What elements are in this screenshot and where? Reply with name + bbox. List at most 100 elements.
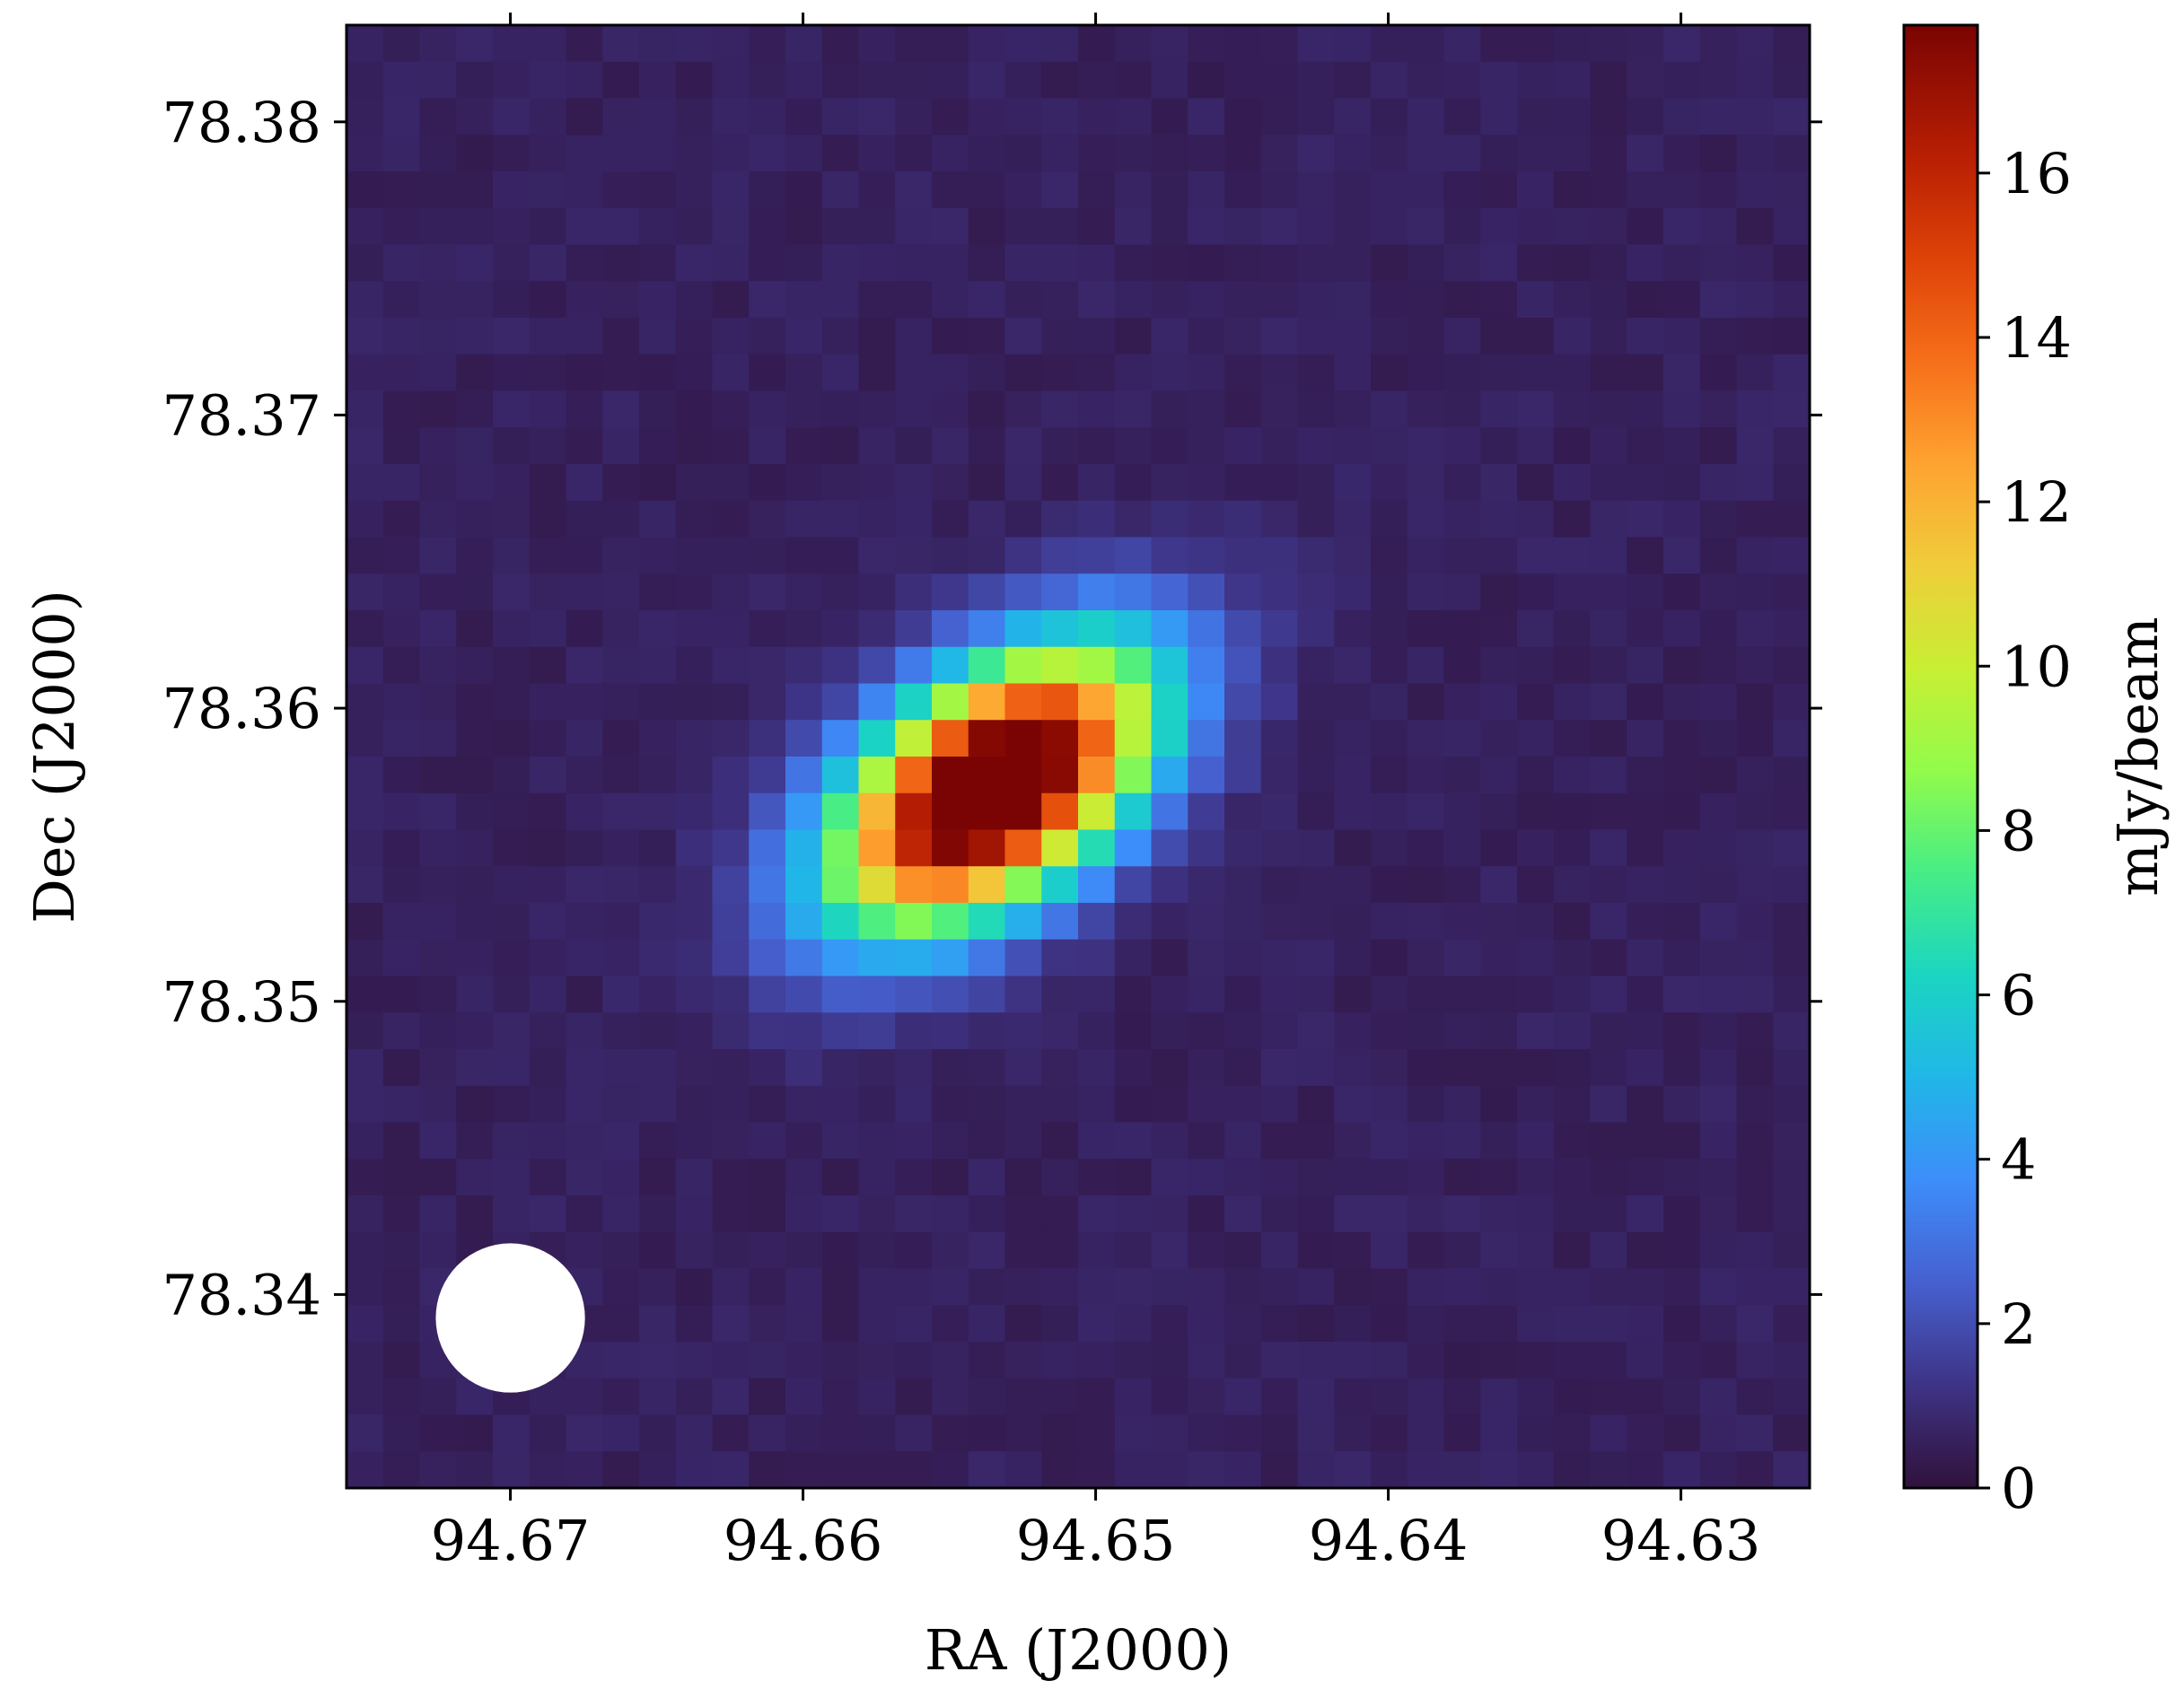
heatmap-pixel — [1114, 281, 1153, 319]
heatmap-pixel — [1297, 135, 1335, 172]
heatmap-pixel — [493, 1451, 531, 1488]
heatmap-pixel — [1224, 683, 1262, 721]
heatmap-pixel — [858, 866, 896, 904]
heatmap-pixel — [456, 1085, 494, 1124]
heatmap-pixel — [493, 720, 531, 757]
heatmap-pixel — [932, 1268, 969, 1306]
heatmap-pixel — [1371, 1268, 1408, 1306]
heatmap-pixel — [1224, 1378, 1262, 1416]
heatmap-pixel — [1407, 610, 1445, 648]
heatmap-pixel — [1773, 98, 1810, 136]
heatmap-pixel — [749, 1195, 786, 1233]
heatmap-pixel — [1480, 1342, 1518, 1379]
heatmap-pixel — [932, 207, 969, 246]
heatmap-pixel — [493, 1159, 531, 1196]
heatmap-pixel — [1371, 464, 1408, 502]
heatmap-pixel — [749, 1342, 786, 1379]
heatmap-pixel — [1334, 318, 1372, 355]
heatmap-pixel — [1114, 683, 1153, 721]
heatmap-pixel — [1334, 757, 1372, 794]
heatmap-pixel — [1188, 976, 1225, 1013]
heatmap-pixel — [712, 939, 750, 977]
heatmap-pixel — [1553, 1085, 1592, 1124]
heatmap-pixel — [895, 500, 933, 538]
heatmap-pixel — [1736, 1305, 1774, 1343]
beam-marker — [435, 1243, 585, 1393]
heatmap-pixel — [1443, 720, 1481, 757]
heatmap-pixel — [1443, 25, 1481, 63]
heatmap-pixel — [1041, 1268, 1079, 1306]
heatmap-pixel — [1590, 720, 1627, 757]
heatmap-pixel — [1297, 427, 1335, 465]
heatmap-pixel — [749, 610, 786, 648]
heatmap-pixel — [895, 829, 933, 867]
heatmap-pixel — [1041, 500, 1079, 538]
heatmap-pixel — [858, 281, 896, 319]
heatmap-pixel — [1041, 939, 1079, 977]
heatmap-pixel — [675, 207, 714, 246]
heatmap-pixel — [346, 720, 384, 757]
heatmap-pixel — [1407, 792, 1445, 831]
colorbar-tick-label: 2 — [2001, 1291, 2036, 1357]
heatmap-pixel — [1773, 354, 1810, 392]
heatmap-pixel — [1151, 1049, 1188, 1087]
colorbar-tick-label: 12 — [2001, 469, 2072, 535]
heatmap-pixel — [529, 61, 567, 100]
heatmap-pixel — [1773, 427, 1810, 465]
heatmap-pixel — [1736, 792, 1774, 831]
heatmap-pixel — [1663, 25, 1701, 63]
heatmap-pixel — [529, 1195, 567, 1233]
heatmap-pixel — [1041, 903, 1079, 941]
heatmap-pixel — [1151, 573, 1188, 611]
heatmap-pixel — [895, 1231, 933, 1270]
heatmap-pixel — [858, 683, 896, 721]
heatmap-pixel — [1517, 976, 1555, 1013]
heatmap-pixel — [529, 354, 567, 392]
heatmap-pixel — [1371, 354, 1408, 392]
heatmap-pixel — [493, 390, 531, 428]
heatmap-pixel — [821, 610, 860, 648]
heatmap-pixel — [1260, 1305, 1299, 1343]
heatmap-pixel — [1517, 1342, 1555, 1379]
heatmap-pixel — [1517, 646, 1555, 685]
heatmap-pixel — [346, 976, 384, 1013]
heatmap-pixel — [1627, 683, 1664, 721]
heatmap-pixel — [712, 976, 750, 1013]
heatmap-pixel — [1480, 976, 1518, 1013]
heatmap-pixel — [1663, 1342, 1701, 1379]
heatmap-pixel — [1297, 1378, 1335, 1416]
heatmap-pixel — [1773, 537, 1810, 574]
heatmap-pixel — [821, 939, 860, 977]
heatmap-pixel — [566, 757, 603, 794]
heatmap-pixel — [639, 61, 677, 100]
heatmap-pixel — [1443, 1451, 1481, 1488]
heatmap-pixel — [1297, 1012, 1335, 1050]
heatmap-pixel — [1114, 464, 1153, 502]
heatmap-pixel — [1699, 1085, 1738, 1124]
heatmap-pixel — [749, 683, 786, 721]
heatmap-pixel — [1260, 500, 1299, 538]
heatmap-pixel — [1443, 1012, 1481, 1050]
heatmap-pixel — [1078, 1159, 1116, 1196]
heatmap-pixel — [602, 1451, 640, 1488]
heatmap-pixel — [1480, 1378, 1518, 1416]
heatmap-pixel — [1663, 720, 1701, 757]
heatmap-pixel — [858, 1268, 896, 1306]
heatmap-pixel — [675, 354, 714, 392]
heatmap-pixel — [1736, 1451, 1774, 1488]
heatmap-pixel — [1407, 318, 1445, 355]
heatmap-pixel — [858, 573, 896, 611]
heatmap-pixel — [639, 939, 677, 977]
heatmap-pixel — [1407, 1159, 1445, 1196]
heatmap-pixel — [1188, 354, 1225, 392]
heatmap-pixel — [1151, 903, 1188, 941]
heatmap-pixel — [1004, 61, 1042, 100]
heatmap-pixel — [1260, 281, 1299, 319]
heatmap-pixel — [1224, 171, 1262, 209]
colorbar — [1902, 23, 1979, 1490]
heatmap-pixel — [1590, 98, 1627, 136]
heatmap-pixel — [1480, 1012, 1518, 1050]
heatmap-pixel — [602, 1085, 640, 1124]
heatmap-pixel — [1407, 1268, 1445, 1306]
heatmap-pixel — [968, 281, 1006, 319]
